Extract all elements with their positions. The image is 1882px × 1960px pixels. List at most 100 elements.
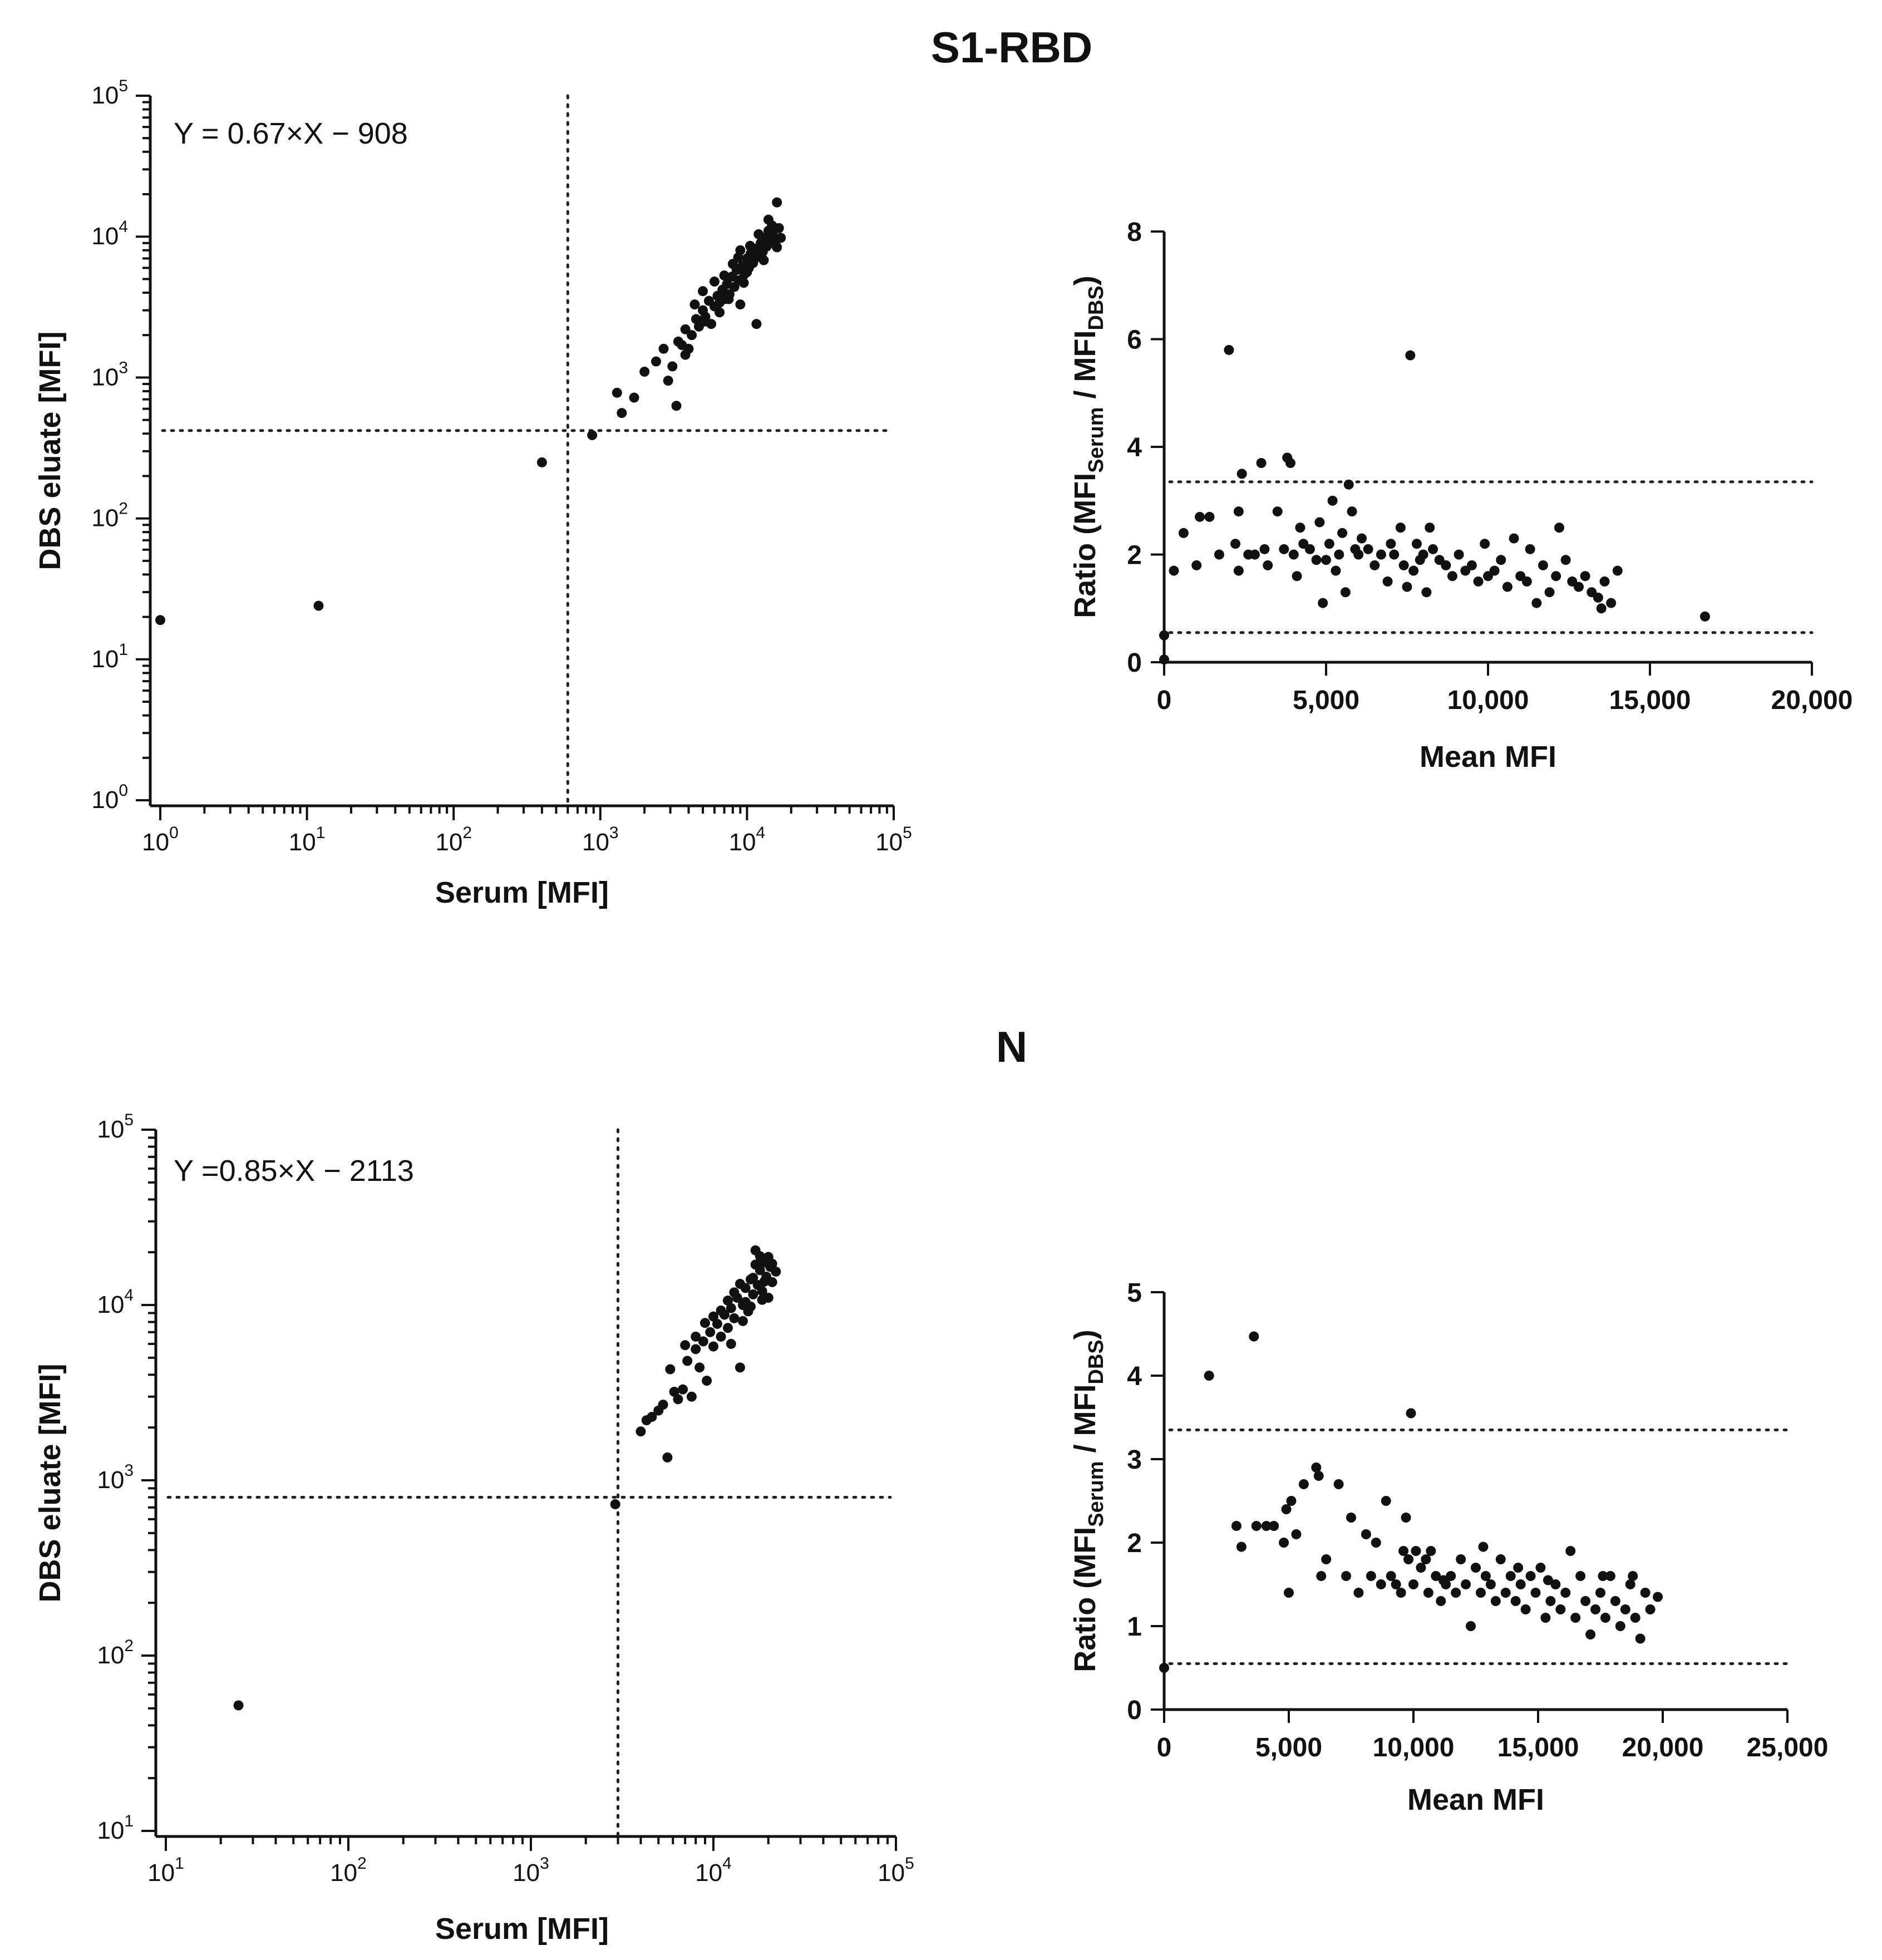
data-point (1256, 458, 1267, 469)
tick-base: 10 (695, 1859, 722, 1887)
data-point (1285, 458, 1295, 469)
data-point (1496, 555, 1506, 565)
data-point (715, 307, 725, 318)
data-point (647, 1412, 657, 1422)
tick-base: 10 (91, 786, 119, 814)
data-point (1159, 654, 1169, 665)
data-point (1645, 1604, 1656, 1614)
data-point (1321, 555, 1331, 565)
data-point (1515, 1579, 1526, 1589)
tick-exponent: 0 (119, 781, 128, 800)
data-point (1408, 1579, 1418, 1589)
data-point (1224, 344, 1234, 355)
y-label-part: / MFI (1068, 330, 1102, 407)
x-tick-label: 10,000 (1373, 1733, 1455, 1762)
y-label-part: Ratio (MFI (1068, 473, 1102, 618)
tick-base: 10 (878, 1859, 905, 1887)
data-point (1555, 1604, 1566, 1614)
data-point (1398, 1546, 1409, 1556)
data-point (1490, 1596, 1501, 1606)
tick-base: 10 (582, 829, 609, 856)
data-point (1421, 1554, 1431, 1564)
data-point (1231, 1521, 1241, 1531)
data-point (1353, 549, 1364, 560)
data-point (1418, 549, 1428, 560)
data-point (1298, 1479, 1309, 1489)
tick-exponent: 3 (119, 358, 128, 377)
data-point (1386, 1571, 1396, 1581)
data-point (1510, 1596, 1521, 1606)
data-point (1406, 1408, 1416, 1419)
data-point (1480, 539, 1490, 549)
x-axis-label: Mean MFI (1420, 740, 1556, 774)
data-point (1233, 506, 1244, 517)
data-point (1324, 539, 1334, 549)
y-axis-label: DBS eluate [MFI] (33, 331, 67, 570)
data-point (1502, 582, 1513, 592)
data-point (1295, 523, 1305, 533)
data-point (1292, 571, 1302, 582)
data-point (1560, 1588, 1571, 1598)
data-point (667, 361, 678, 372)
data-point (748, 1289, 758, 1299)
data-point (635, 1426, 646, 1437)
data-point (682, 1356, 693, 1366)
data-point (617, 408, 627, 418)
x-tick-label: 10,000 (1447, 686, 1529, 715)
tick-exponent: 0 (169, 824, 179, 842)
data-point (705, 1327, 716, 1337)
x-tick-label: 15,000 (1609, 686, 1691, 715)
tick-exponent: 1 (175, 1854, 184, 1873)
data-point (1575, 1571, 1586, 1581)
data-point (694, 1362, 705, 1373)
data-point (1311, 555, 1322, 565)
tick-base: 10 (97, 1291, 124, 1318)
data-point (665, 1364, 676, 1375)
tick-exponent: 3 (124, 1461, 134, 1480)
data-point (689, 299, 700, 310)
data-point (663, 376, 673, 386)
data-point (1530, 1588, 1541, 1598)
y-tick-label: 100 (91, 781, 128, 814)
data-point (1628, 1571, 1638, 1581)
data-point (1653, 1592, 1663, 1602)
data-point (1428, 544, 1438, 554)
y-tick-label: 105 (91, 77, 128, 109)
data-point (1478, 1542, 1489, 1552)
data-point (1513, 1563, 1524, 1573)
data-point (1403, 1554, 1414, 1564)
data-point (735, 299, 746, 310)
data-point (767, 226, 778, 237)
data-point (1366, 1571, 1376, 1581)
tick-exponent: 3 (540, 1854, 549, 1873)
data-point (1565, 1546, 1576, 1556)
data-point (536, 457, 547, 467)
data-point (1590, 1604, 1601, 1614)
data-point (1585, 1629, 1596, 1639)
tick-base: 10 (147, 1859, 175, 1887)
data-point (700, 316, 711, 327)
data-point (1560, 555, 1571, 565)
data-point (1214, 549, 1224, 560)
tick-base: 10 (97, 1642, 124, 1669)
data-point (1398, 560, 1409, 570)
data-point (1361, 1529, 1371, 1539)
data-point (1269, 1521, 1279, 1531)
data-point (763, 214, 774, 225)
data-point (1535, 1563, 1546, 1573)
tick-exponent: 5 (905, 1854, 914, 1873)
panel-s1rbd: S1-RBD Y = 0.67×X − 908 Serum [MFI] DBS … (33, 23, 1853, 909)
data-point (771, 1267, 781, 1277)
data-point (712, 1318, 722, 1329)
data-point (1525, 544, 1535, 554)
data-point (1288, 549, 1299, 560)
x-tick-label: 20,000 (1622, 1733, 1704, 1762)
data-point (1284, 1588, 1294, 1598)
data-point (726, 1338, 736, 1349)
data-point (753, 229, 764, 239)
data-point (1473, 576, 1484, 587)
data-point (1480, 1571, 1491, 1581)
data-point (1454, 549, 1464, 560)
data-point (1334, 549, 1344, 560)
x-tick-label: 101 (289, 824, 326, 856)
